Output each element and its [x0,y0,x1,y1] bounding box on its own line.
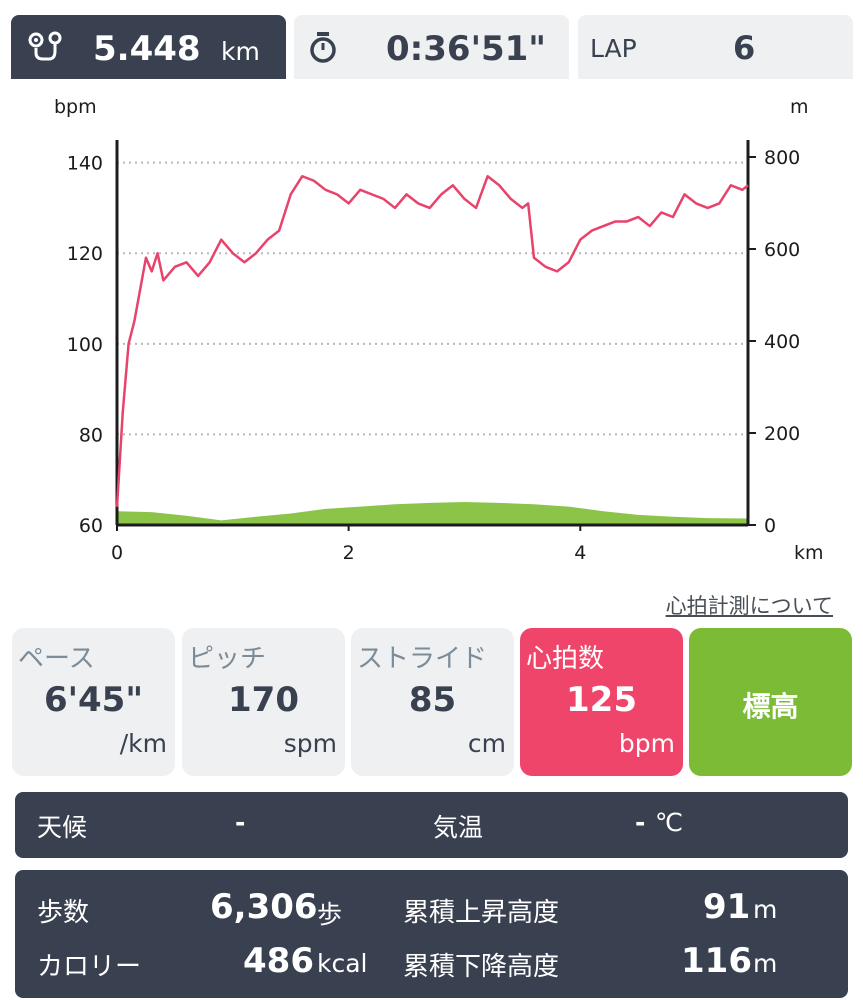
stride-unit: cm [467,729,506,758]
y2-tick-600: 600 [764,239,800,261]
elevation-label: 標高 [742,690,799,723]
distance-value: 5.448 [93,29,201,69]
y-tick-80: 80 [79,424,103,446]
elapsed-time: 0:36'51" [386,29,547,69]
left-axis-unit: bpm [54,96,97,118]
route-icon [28,31,62,61]
distance-tab[interactable]: 5.448 km [11,15,286,79]
ascent-value: 91 [703,887,751,927]
weather-bar: 天候 - 気温 - ℃ [15,792,848,858]
steps-label: 歩数 [37,898,90,928]
calories-unit: kcal [317,949,368,978]
ascent-label: 累積上昇高度 [403,898,560,928]
elevation-area [117,502,748,525]
stride-card[interactable]: ストライド 85 cm [351,628,514,776]
steps-value: 6,306 [210,887,318,927]
pace-unit: /km [119,729,167,758]
weather-label: 天候 [37,813,88,842]
descent-value: 116 [681,941,752,981]
heart-rate-elevation-chart: bpm m km 60 80 100 120 140 0 200 400 600 800 0 2 4 [54,96,824,564]
heart-rate-value: 125 [566,680,637,720]
right-axis-unit: m [790,96,809,118]
pace-value: 6'45" [43,680,144,720]
tick-labels: 60 80 100 120 140 0 200 400 600 800 0 2 4 [67,147,801,564]
weather-value: - [235,808,246,837]
y-tick-140: 140 [67,153,103,175]
heart-rate-polyline [115,174,749,507]
stats-panel: 歩数 6,306 歩 カロリー 486 kcal 累積上昇高度 91 m 累積下… [15,870,848,998]
heart-rate-card[interactable]: 心拍数 125 bpm [520,628,683,776]
elevation-area-path [117,502,748,525]
heart-rate-line [115,174,749,507]
y-tick-120: 120 [67,243,103,265]
stride-value: 85 [408,680,457,720]
y2-tick-400: 400 [764,331,800,353]
pitch-label: ピッチ [188,644,267,674]
calories-value: 486 [243,941,314,981]
pitch-unit: spm [283,729,337,758]
pitch-value: 170 [228,680,299,720]
pace-label: ペース [18,644,95,674]
x-tick-4: 4 [574,542,586,564]
axes [115,140,756,531]
lap-value: 6 [733,29,756,67]
time-tab[interactable]: 0:36'51" [294,15,569,79]
distance-unit: km [221,37,260,66]
heart-rate-label: 心拍数 [526,644,605,674]
stride-label: ストライド [357,644,488,674]
y-tick-100: 100 [67,334,103,356]
descent-label: 累積下降高度 [403,952,560,982]
lap-label: LAP [590,34,637,63]
steps-unit: 歩 [317,900,343,929]
stopwatch-icon [310,32,336,63]
pace-card[interactable]: ペース 6'45" /km [12,628,175,776]
heart-rate-unit: bpm [618,729,675,758]
x-tick-2: 2 [343,542,355,564]
heart-rate-info-link[interactable]: 心拍計測について [665,594,833,618]
x-axis-unit: km [794,542,824,564]
y2-tick-200: 200 [764,423,800,445]
temperature-label: 気温 [433,813,484,842]
lap-tab[interactable]: LAP 6 [578,15,853,79]
x-tick-0: 0 [111,542,123,564]
temperature-unit: ℃ [655,808,684,837]
pitch-card[interactable]: ピッチ 170 spm [182,628,345,776]
elevation-card[interactable]: 標高 [689,628,852,776]
y2-tick-0: 0 [764,515,776,537]
descent-unit: m [753,949,778,978]
y-tick-60: 60 [79,515,103,537]
ascent-unit: m [753,895,778,924]
temperature-value: - [635,808,646,837]
y2-tick-800: 800 [764,147,800,169]
calories-label: カロリー [37,952,142,982]
